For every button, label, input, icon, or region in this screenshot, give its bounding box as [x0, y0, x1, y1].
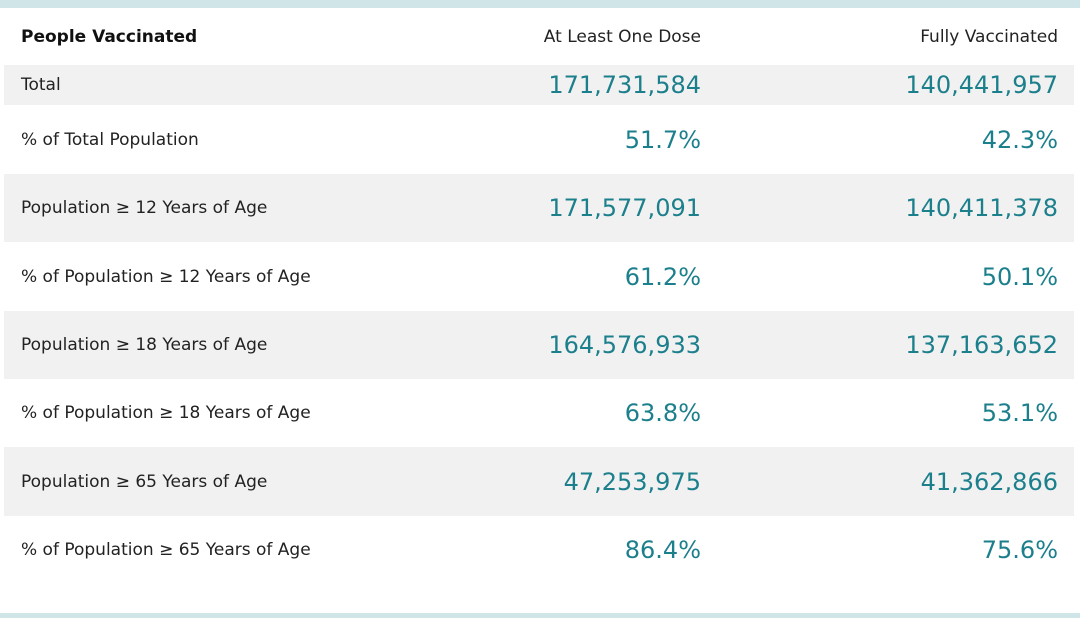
fully-vaccinated-value: 53.1%: [981, 399, 1058, 427]
fully-vaccinated-value: 140,411,378: [905, 194, 1058, 222]
top-rule: [0, 0, 1080, 8]
fully-vaccinated-value: 41,362,866: [920, 467, 1058, 496]
header-fully-vaccinated: Fully Vaccinated: [920, 26, 1058, 47]
people-vaccinated-table: People Vaccinated At Least One Dose Full…: [4, 8, 1074, 584]
row-label: Population ≥ 12 Years of Age: [21, 198, 268, 218]
table-row: % of Population ≥ 18 Years of Age 63.8% …: [4, 379, 1074, 447]
header-at-least-one-dose: At Least One Dose: [543, 26, 701, 47]
at-least-one-dose-value: 63.8%: [624, 399, 701, 427]
row-label: % of Population ≥ 18 Years of Age: [21, 403, 311, 423]
bottom-rule: [0, 613, 1080, 618]
fully-vaccinated-value: 42.3%: [981, 125, 1058, 154]
table-row: Population ≥ 65 Years of Age 47,253,975 …: [4, 447, 1074, 516]
fully-vaccinated-value: 50.1%: [981, 262, 1058, 291]
row-label: Population ≥ 18 Years of Age: [21, 335, 268, 355]
fully-vaccinated-value: 137,163,652: [905, 331, 1058, 359]
at-least-one-dose-value: 164,576,933: [548, 331, 701, 359]
header-people-vaccinated: People Vaccinated: [21, 26, 198, 47]
row-label: % of Population ≥ 65 Years of Age: [21, 540, 311, 560]
at-least-one-dose-value: 171,577,091: [548, 194, 701, 222]
row-label: Population ≥ 65 Years of Age: [21, 471, 268, 492]
table-row: Total 171,731,584 140,441,957: [4, 65, 1074, 105]
table-row: % of Total Population 51.7% 42.3%: [4, 105, 1074, 174]
at-least-one-dose-value: 61.2%: [624, 262, 701, 291]
at-least-one-dose-value: 171,731,584: [548, 71, 701, 99]
fully-vaccinated-value: 75.6%: [981, 536, 1058, 564]
at-least-one-dose-value: 47,253,975: [563, 467, 701, 496]
row-label: % of Total Population: [21, 129, 199, 150]
table-row: % of Population ≥ 12 Years of Age 61.2% …: [4, 242, 1074, 311]
table-header-row: People Vaccinated At Least One Dose Full…: [4, 8, 1074, 65]
fully-vaccinated-value: 140,441,957: [905, 71, 1058, 99]
table-row: Population ≥ 12 Years of Age 171,577,091…: [4, 174, 1074, 242]
row-label: % of Population ≥ 12 Years of Age: [21, 266, 311, 287]
row-label: Total: [21, 75, 61, 95]
at-least-one-dose-value: 86.4%: [624, 536, 701, 564]
table-row: Population ≥ 18 Years of Age 164,576,933…: [4, 311, 1074, 379]
table-row: % of Population ≥ 65 Years of Age 86.4% …: [4, 516, 1074, 584]
at-least-one-dose-value: 51.7%: [624, 125, 701, 154]
